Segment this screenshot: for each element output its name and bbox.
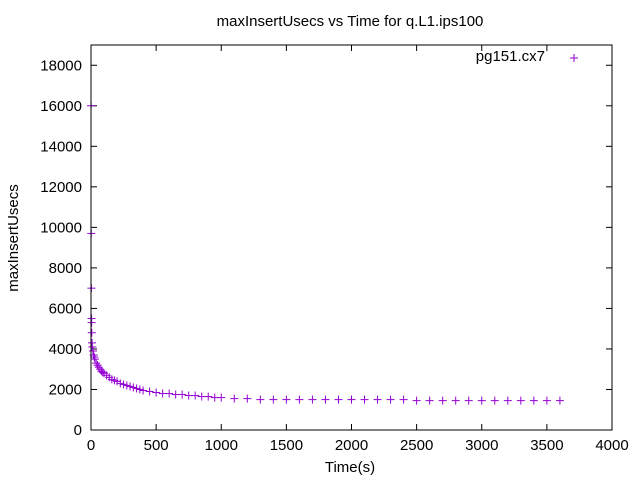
data-points xyxy=(87,101,564,405)
data-point xyxy=(129,383,138,392)
data-point xyxy=(269,395,278,404)
data-point xyxy=(230,394,239,403)
data-point xyxy=(165,389,174,398)
y-tick-label: 16000 xyxy=(40,98,82,115)
data-point xyxy=(217,393,226,402)
data-point xyxy=(334,395,343,404)
y-axis-label: maxInsertUsecs xyxy=(5,184,22,292)
data-point xyxy=(295,395,304,404)
data-point xyxy=(135,385,144,394)
y-tick-label: 18000 xyxy=(40,57,82,74)
y-tick-label: 14000 xyxy=(40,138,82,155)
x-tick-label: 1500 xyxy=(270,437,303,454)
data-point xyxy=(308,395,317,404)
data-point xyxy=(282,395,291,404)
x-tick-label: 2500 xyxy=(400,437,433,454)
data-point xyxy=(90,355,99,364)
y-tick-label: 2000 xyxy=(49,381,82,398)
data-point xyxy=(555,396,564,405)
plot-frame xyxy=(90,44,613,431)
y-tick-label: 4000 xyxy=(49,341,82,358)
data-point xyxy=(399,395,408,404)
data-point xyxy=(425,396,434,405)
y-tick-label: 6000 xyxy=(49,300,82,317)
y-tick-label: 0 xyxy=(74,422,82,439)
data-point xyxy=(529,396,538,405)
legend-series-label: pg151.cx7 xyxy=(476,48,545,65)
data-point xyxy=(88,342,97,351)
y-tick-label: 12000 xyxy=(40,179,82,196)
chart-title: maxInsertUsecs vs Time for q.L1.ips100 xyxy=(217,13,484,30)
data-point xyxy=(90,353,99,362)
data-point xyxy=(347,395,356,404)
data-point xyxy=(451,396,460,405)
data-point xyxy=(116,379,125,388)
data-point xyxy=(542,396,551,405)
x-tick-label: 500 xyxy=(144,437,169,454)
data-point xyxy=(93,361,102,370)
data-point xyxy=(119,380,128,389)
data-point xyxy=(373,395,382,404)
data-point xyxy=(113,377,122,386)
data-point xyxy=(490,396,499,405)
data-point xyxy=(126,382,135,391)
data-point xyxy=(503,396,512,405)
data-point xyxy=(94,363,103,372)
data-point xyxy=(132,384,141,393)
x-tick-label: 4000 xyxy=(595,437,628,454)
y-tick-label: 8000 xyxy=(49,260,82,277)
data-point xyxy=(204,392,213,401)
data-point xyxy=(87,318,96,327)
data-point xyxy=(152,388,161,397)
data-point xyxy=(256,395,265,404)
axis-ticks: 0 500 1000 1500 2000 2500 3000 3500 4000 0 2000 400… xyxy=(40,45,629,454)
x-tick-label: 1000 xyxy=(205,437,238,454)
y-tick-label: 10000 xyxy=(40,219,82,236)
data-point xyxy=(516,396,525,405)
legend: pg151.cx7 xyxy=(476,48,578,65)
data-point xyxy=(139,386,148,395)
data-point xyxy=(92,359,101,368)
data-point xyxy=(464,396,473,405)
data-point xyxy=(122,381,131,390)
x-tick-label: 3500 xyxy=(530,437,563,454)
data-point xyxy=(145,387,154,396)
data-point xyxy=(412,396,421,405)
data-point xyxy=(438,396,447,405)
x-tick-label: 3000 xyxy=(465,437,498,454)
x-tick-label: 0 xyxy=(87,437,95,454)
data-point xyxy=(321,395,330,404)
data-point xyxy=(88,346,97,355)
data-point xyxy=(386,395,395,404)
legend-marker xyxy=(570,54,578,62)
data-point xyxy=(243,394,252,403)
data-point xyxy=(87,328,96,337)
x-axis-label: Time(s) xyxy=(325,459,375,476)
data-point xyxy=(178,390,187,399)
data-point xyxy=(191,391,200,400)
data-point xyxy=(360,395,369,404)
data-point xyxy=(477,396,486,405)
x-tick-label: 2000 xyxy=(335,437,368,454)
